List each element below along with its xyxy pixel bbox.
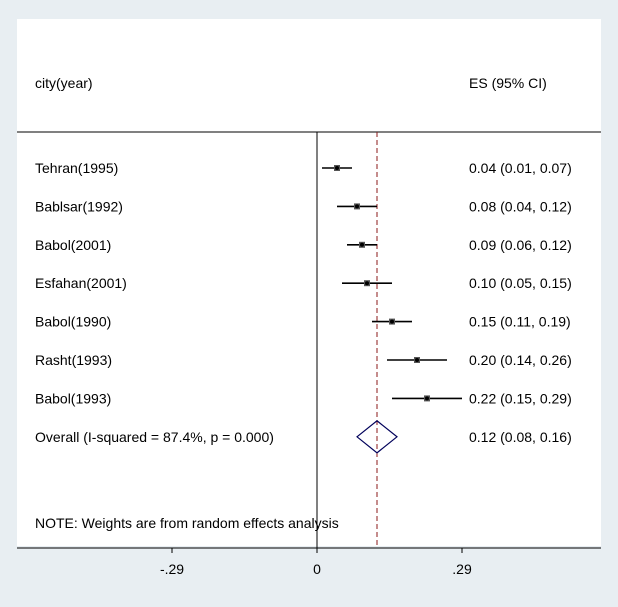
study-label: Babol(2001) — [35, 237, 111, 253]
text-layer: city(year) ES (95% CI) NOTE: Weights are… — [35, 75, 572, 577]
point-estimate — [365, 281, 369, 286]
effect-size-label: 0.04 (0.01, 0.07) — [469, 160, 572, 176]
point-estimate — [415, 358, 419, 362]
line-layer — [17, 131, 601, 553]
point-estimate — [360, 242, 364, 247]
overall-diamond — [356, 420, 398, 454]
x-tick-label: 0 — [313, 561, 321, 577]
overall-label: Overall (I-squared = 87.4%, p = 0.000) — [35, 429, 274, 445]
mark-layer — [322, 165, 462, 454]
study-label: Esfahan(2001) — [35, 275, 127, 291]
x-tick-label: .29 — [452, 561, 472, 577]
effect-size-label: 0.22 (0.15, 0.29) — [469, 390, 572, 406]
study-column-header: city(year) — [35, 75, 93, 91]
overall-effect-label: 0.12 (0.08, 0.16) — [469, 429, 572, 445]
plot-panel — [17, 19, 601, 546]
effect-size-label: 0.20 (0.14, 0.26) — [469, 352, 572, 368]
study-label: Babol(1993) — [35, 390, 111, 406]
point-estimate — [355, 204, 359, 209]
x-tick-label: -.29 — [160, 561, 184, 577]
point-estimate — [335, 166, 339, 170]
weights-note: NOTE: Weights are from random effects an… — [35, 515, 339, 531]
effect-size-label: 0.09 (0.06, 0.12) — [469, 237, 572, 253]
study-label: Rasht(1993) — [35, 352, 112, 368]
effect-column-header: ES (95% CI) — [469, 75, 547, 91]
effect-size-label: 0.15 (0.11, 0.19) — [469, 314, 571, 330]
study-label: Babol(1990) — [35, 314, 111, 330]
study-label: Bablsar(1992) — [35, 198, 123, 214]
point-estimate — [425, 396, 429, 401]
effect-size-label: 0.10 (0.05, 0.15) — [469, 275, 572, 291]
point-estimate — [390, 319, 394, 324]
study-label: Tehran(1995) — [35, 160, 118, 176]
effect-size-label: 0.08 (0.04, 0.12) — [469, 198, 572, 214]
